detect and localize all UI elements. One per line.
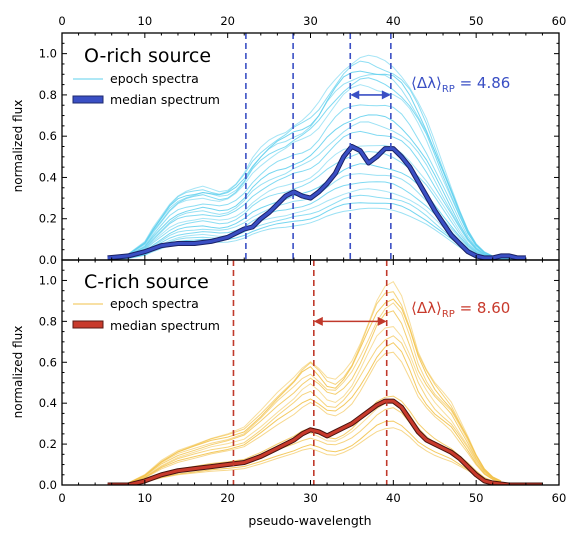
bot-xtick-label: 50 xyxy=(469,491,484,505)
bot-xtick-label: 60 xyxy=(552,491,567,505)
top-xtick-label: 50 xyxy=(469,14,484,28)
bot-ytick-label: 0.0 xyxy=(39,478,57,492)
top-xtick-label: 40 xyxy=(386,14,401,28)
bot-epoch-spectrum-4 xyxy=(107,310,502,485)
top-epoch-spectrum-9 xyxy=(111,130,526,260)
top-epoch-spectrum-10 xyxy=(111,144,526,260)
bot-epoch-spectrum-3 xyxy=(107,302,502,485)
top-arrow-head-right xyxy=(381,90,391,100)
top-frame xyxy=(61,32,560,261)
top-title: O-rich source xyxy=(84,45,211,67)
bot-xtick-label: 30 xyxy=(303,491,318,505)
bot-epoch-spectrum-2 xyxy=(107,298,502,485)
top-ticks: 0.0 0.2 0.4 0.6 0.8 1.0 0 10 20 30 40 50 60 xyxy=(39,14,567,267)
bot-ytick-label: 0.6 xyxy=(39,355,57,369)
top-ytick-label: 0.4 xyxy=(39,170,57,184)
top-epoch-spectrum-6 xyxy=(111,104,526,259)
bottom-legend: epoch spectra median spectrum xyxy=(72,296,220,333)
bot-epoch-spectrum-9 xyxy=(107,395,502,485)
bottom-annotation-prefix: ⟨Δλ⟩ xyxy=(411,299,442,317)
top-annotation: ⟨Δλ⟩RP = 4.86 xyxy=(411,74,510,95)
bot-epoch-spectrum-12 xyxy=(107,420,502,485)
bot-epoch-spectrum-13 xyxy=(107,427,502,485)
top-ytick-label: 0.8 xyxy=(39,88,57,102)
top-epoch-spectrum-2 xyxy=(111,70,526,259)
bot-ytick-label: 0.8 xyxy=(39,314,57,328)
bottom-y-axis-label: normalized flux xyxy=(11,326,25,419)
bottom-annotation-subscript: RP xyxy=(442,309,455,320)
top-xtick-label: 10 xyxy=(138,14,153,28)
bot-xtick-label: 0 xyxy=(58,491,65,505)
bot-arrow-head-right xyxy=(377,316,387,326)
top-epoch-spectrum-13 xyxy=(111,173,526,260)
top-annotation-subscript: RP xyxy=(442,84,455,95)
bot-epoch-spectrum-7 xyxy=(107,342,502,485)
top-xtick-label: 0 xyxy=(58,14,65,28)
top-annotation-value: = 4.86 xyxy=(455,74,511,92)
top-xtick-label: 30 xyxy=(303,14,318,28)
top-xtick-label: 20 xyxy=(220,14,235,28)
bottom-annotation-value: = 8.60 xyxy=(455,299,511,317)
top-legend-median-label: median spectrum xyxy=(110,92,220,107)
top-legend-epoch-label: epoch spectra xyxy=(110,71,199,86)
top-xtick-label: 60 xyxy=(552,14,567,28)
panel-bottom: 0.0 0.2 0.4 0.6 0.8 1.0 0 10 20 30 40 50 60 C-rich s… xyxy=(39,259,567,505)
top-ytick-label: 0.6 xyxy=(39,129,57,143)
bottom-legend-median-label: median spectrum xyxy=(110,318,220,333)
bottom-title: C-rich source xyxy=(84,271,209,293)
top-annotation-prefix: ⟨Δλ⟩ xyxy=(411,74,442,92)
bottom-legend-median-swatch xyxy=(72,320,104,329)
bot-xtick-label: 40 xyxy=(386,491,401,505)
x-axis-label: pseudo-wavelength xyxy=(248,513,371,528)
bot-ytick-label: 1.0 xyxy=(39,273,57,287)
bot-epoch-spectrum-5 xyxy=(107,326,502,485)
top-curves xyxy=(107,54,526,260)
top-arrow-head-left xyxy=(350,90,360,100)
bot-xtick-label: 20 xyxy=(220,491,235,505)
bottom-legend-epoch-label: epoch spectra xyxy=(110,296,199,311)
bottom-dlambda-arrow xyxy=(313,316,387,326)
top-epoch-spectrum-7 xyxy=(111,114,526,260)
top-epoch-spectrum-11 xyxy=(111,150,526,260)
top-dlambda-arrow xyxy=(350,90,391,100)
top-ytick-label: 1.0 xyxy=(39,47,57,61)
top-legend-median-swatch xyxy=(72,95,104,104)
top-epoch-spectrum-5 xyxy=(111,84,526,259)
bot-xtick-label: 10 xyxy=(138,491,153,505)
top-ytick-label: 0.0 xyxy=(39,253,57,267)
top-legend: epoch spectra median spectrum xyxy=(72,71,220,107)
bot-arrow-head-left xyxy=(313,316,323,326)
top-epoch-spectrum-8 xyxy=(111,121,526,260)
top-median-spectrum xyxy=(107,145,526,260)
bottom-frame xyxy=(61,259,560,486)
top-epoch-spectrum-3 xyxy=(111,73,526,259)
bot-epoch-spectrum-8 xyxy=(107,351,502,485)
bottom-annotation: ⟨Δλ⟩RP = 8.60 xyxy=(411,299,510,320)
bot-ytick-label: 0.2 xyxy=(39,437,57,451)
top-ytick-label: 0.2 xyxy=(39,212,57,226)
panel-top: 0.0 0.2 0.4 0.6 0.8 1.0 0 10 20 30 40 50 60 O-rich s… xyxy=(39,14,567,267)
bot-ytick-label: 0.4 xyxy=(39,396,57,410)
bot-median-spectrum xyxy=(107,399,543,485)
bottom-vlines xyxy=(232,260,388,485)
top-y-axis-label: normalized flux xyxy=(11,100,25,193)
top-vlines xyxy=(245,33,392,260)
bot-epoch-spectrum-6 xyxy=(107,335,502,485)
bottom-curves xyxy=(107,281,543,485)
